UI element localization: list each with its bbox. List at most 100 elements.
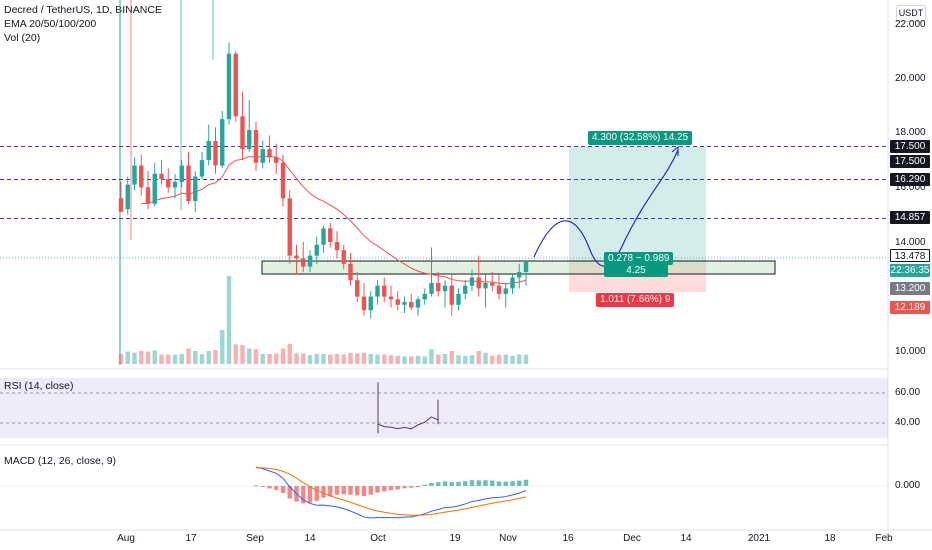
time-tick: 18 <box>824 533 836 544</box>
volume-bar <box>496 354 502 364</box>
volume-bar <box>348 352 353 364</box>
candle-body <box>118 198 124 212</box>
rsi-line <box>377 382 439 434</box>
macd-bar <box>382 486 387 492</box>
candle-body <box>206 140 211 161</box>
macd-bar <box>523 479 529 486</box>
volume-bar <box>132 352 137 364</box>
signal-line <box>255 467 527 516</box>
price-tick: 16.000 <box>895 182 926 193</box>
macd-bar <box>409 486 414 488</box>
volume-bar <box>280 348 286 364</box>
macd-bar <box>314 486 319 501</box>
volume-bar <box>402 356 407 364</box>
price-label-level: 16.290 <box>890 173 930 186</box>
macd-bar <box>476 480 481 486</box>
time-tick: 14 <box>680 533 692 544</box>
volume-bars <box>118 276 529 364</box>
target-label[interactable]: 4.300 (32.58%) 14.25 <box>588 131 693 145</box>
volume-bar <box>220 330 225 364</box>
candle-body <box>483 282 488 289</box>
candle-body <box>429 282 434 294</box>
candle-body <box>382 285 387 297</box>
volume-bar <box>429 349 434 364</box>
candle-body <box>442 285 448 292</box>
rsi-title[interactable]: RSI (14, close) <box>4 380 74 392</box>
time-tick: 14 <box>304 533 316 544</box>
volume-bar <box>213 349 218 364</box>
stop-label[interactable]: 1.011 (7.66%) 9 <box>596 293 675 307</box>
candle-body <box>145 187 151 204</box>
entry-label-2[interactable]: 4.25 <box>604 264 668 277</box>
candle-body <box>469 277 475 286</box>
macd-histogram <box>253 479 529 504</box>
candle-body <box>436 282 441 292</box>
volume-bar <box>409 356 414 364</box>
price-tick: 22.000 <box>895 19 926 30</box>
macd-bar <box>402 486 407 489</box>
volume-bar <box>145 351 151 364</box>
macd-title[interactable]: MACD (12, 26, close, 9) <box>4 455 117 467</box>
volume-bar <box>307 355 313 364</box>
entry-label-1[interactable]: 0.278 ~ 0.989 <box>604 252 674 265</box>
candle-body <box>132 165 137 185</box>
candle-body <box>422 293 427 300</box>
macd-bar <box>361 486 367 496</box>
candle-body <box>307 255 313 267</box>
macd-bar <box>301 486 306 504</box>
volume-bar <box>301 353 306 364</box>
candle-body <box>172 181 178 188</box>
time-tick: 2021 <box>747 533 771 544</box>
macd-tick: 0.000 <box>895 480 921 491</box>
volume-bar <box>469 355 475 364</box>
projection-arrow-icon <box>671 145 679 156</box>
macd-bar <box>517 480 522 486</box>
macd-bar <box>388 486 394 491</box>
time-tick: Dec <box>623 533 641 544</box>
candle-body <box>253 130 259 163</box>
macd-bar <box>469 480 475 486</box>
rsi-tick: 60.00 <box>895 387 921 398</box>
currency-button[interactable]: USDT <box>896 5 926 22</box>
time-axis[interactable]: Aug 17 Sep 14 Oct 19 Nov 16 Dec 14 2021 … <box>0 530 893 550</box>
target-zone[interactable] <box>569 147 706 263</box>
rsi-band <box>0 378 888 438</box>
candle-body <box>301 258 306 267</box>
candle-body <box>355 280 360 297</box>
candle-body <box>503 288 508 294</box>
volume-bar <box>388 355 394 364</box>
macd-bar <box>260 486 265 487</box>
candle-body <box>226 53 232 120</box>
macd-bar <box>287 486 292 499</box>
price-tick: 10.000 <box>895 346 926 357</box>
candle-body <box>193 176 198 202</box>
time-tick: Oct <box>370 533 386 544</box>
price-label-stop: 12.189 <box>890 301 930 314</box>
volume-bar <box>361 352 367 364</box>
candle-body <box>233 53 238 117</box>
volume-indicator-label[interactable]: Vol (20) <box>4 32 41 44</box>
macd-bar <box>355 486 360 496</box>
volume-bar <box>375 354 380 364</box>
volume-bar <box>355 353 360 364</box>
candle-body <box>159 173 164 180</box>
candle-body <box>274 157 279 163</box>
volume-bar <box>166 354 171 364</box>
candles <box>118 42 529 319</box>
ema-indicator-label[interactable]: EMA 20/50/100/200 <box>4 18 97 30</box>
macd-bar <box>280 486 286 493</box>
macd-bar <box>503 481 508 486</box>
symbol-title[interactable]: Decred / TetherUS, 1D, BINANCE <box>4 4 162 16</box>
candle-body <box>240 116 245 150</box>
volume-bar <box>139 351 144 364</box>
candle-body <box>395 299 400 305</box>
volume-bar <box>186 348 191 364</box>
volume-bar <box>199 354 205 364</box>
price-axis[interactable]: 22.000 20.000 18.000 16.000 14.000 10.00… <box>888 0 932 530</box>
ema-line <box>141 155 527 285</box>
candle-body <box>247 130 252 150</box>
macd-bar <box>483 480 488 486</box>
macd-bar <box>321 486 326 498</box>
volume-bar <box>321 354 326 364</box>
